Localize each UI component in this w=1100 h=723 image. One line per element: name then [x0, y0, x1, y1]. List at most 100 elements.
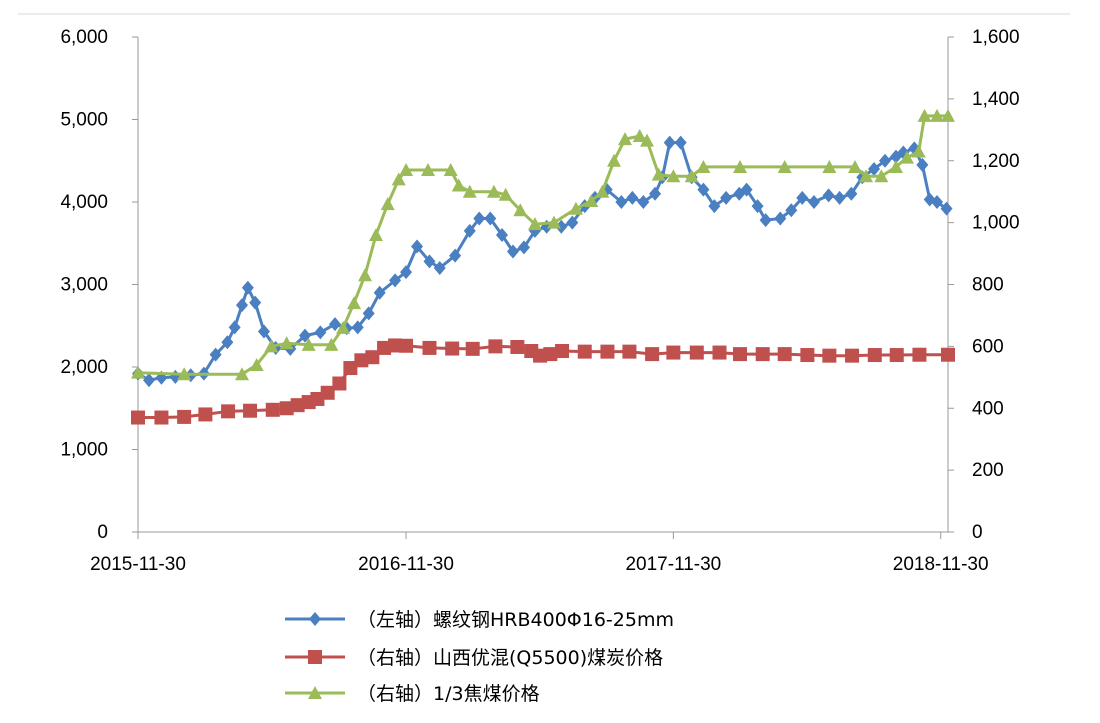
- data-point-marker: [759, 213, 772, 228]
- data-point-marker: [912, 347, 927, 362]
- data-point-marker: [874, 169, 889, 183]
- data-point-marker: [740, 182, 753, 197]
- data-point-marker: [354, 353, 369, 368]
- data-point-marker: [889, 348, 904, 363]
- data-point-marker: [733, 159, 748, 173]
- series-line: [137, 114, 948, 376]
- data-point-marker: [279, 336, 294, 350]
- y-left-tick-label: 2,000: [60, 357, 108, 378]
- data-point-marker: [697, 182, 710, 197]
- data-point-marker: [177, 367, 192, 381]
- y-right-tick-label: 600: [972, 336, 1004, 357]
- data-point-marker: [484, 211, 497, 226]
- data-point-marker: [399, 338, 414, 353]
- data-point-marker: [651, 167, 666, 181]
- data-point-marker: [301, 337, 316, 351]
- data-point-marker: [777, 159, 792, 173]
- series-square-group: [131, 338, 955, 425]
- data-point-marker: [595, 184, 610, 198]
- data-point-marker: [845, 348, 860, 363]
- data-point-marker: [473, 211, 486, 226]
- data-point-marker: [785, 203, 798, 218]
- data-point-marker: [243, 403, 258, 418]
- data-point-marker: [332, 376, 347, 391]
- y-left-tick-label: 5,000: [60, 110, 108, 131]
- data-point-marker: [632, 129, 647, 142]
- data-point-marker: [684, 169, 699, 183]
- data-point-marker: [696, 159, 711, 173]
- x-tick-label: 2017-11-30: [625, 554, 721, 575]
- data-point-marker: [290, 398, 305, 413]
- data-point-marker: [807, 195, 820, 209]
- legend-label: （右轴）1/3焦煤价格: [357, 683, 540, 705]
- data-point-marker: [391, 172, 406, 186]
- data-point-marker: [495, 228, 508, 242]
- data-point-marker: [584, 193, 599, 207]
- y-right-tick-label: 400: [972, 398, 1004, 419]
- data-point-marker: [324, 337, 339, 351]
- data-point-marker: [543, 347, 558, 362]
- y-left-tick-label: 1,000: [60, 440, 108, 461]
- data-point-marker: [555, 344, 570, 359]
- data-point-marker: [309, 612, 321, 626]
- data-point-marker: [666, 169, 681, 183]
- data-point-marker: [177, 409, 192, 424]
- data-point-marker: [209, 347, 222, 362]
- data-point-marker: [154, 410, 169, 425]
- data-point-marker: [899, 150, 914, 164]
- data-point-marker: [336, 320, 351, 334]
- data-point-marker: [131, 410, 145, 425]
- data-point-marker: [566, 215, 579, 230]
- data-point-marker: [465, 341, 480, 356]
- data-point-marker: [774, 211, 787, 226]
- data-point-marker: [796, 190, 809, 205]
- data-point-marker: [639, 133, 654, 147]
- data-point-marker: [674, 135, 687, 150]
- data-point-marker: [615, 195, 628, 209]
- data-point-marker: [868, 162, 881, 176]
- data-point-marker: [488, 339, 503, 354]
- data-point-marker: [257, 324, 270, 339]
- data-point-marker: [399, 163, 414, 177]
- data-point-marker: [423, 254, 436, 269]
- series-diamond-group: [132, 135, 953, 388]
- data-point-marker: [917, 108, 932, 122]
- data-point-marker: [422, 340, 437, 355]
- data-point-marker: [916, 157, 929, 172]
- data-point-marker: [513, 203, 528, 217]
- data-point-marker: [626, 190, 639, 205]
- data-point-marker: [343, 361, 358, 376]
- data-point-marker: [445, 341, 460, 356]
- data-point-marker: [645, 347, 660, 362]
- data-point-marker: [618, 132, 633, 146]
- data-point-marker: [351, 320, 364, 335]
- data-point-marker: [329, 317, 342, 332]
- data-point-marker: [421, 163, 436, 177]
- data-point-marker: [822, 188, 835, 203]
- data-point-marker: [228, 320, 241, 335]
- data-point-marker: [600, 344, 615, 359]
- data-point-marker: [506, 244, 519, 259]
- data-point-marker: [666, 345, 681, 360]
- series-line: [137, 141, 948, 382]
- data-point-marker: [358, 268, 373, 282]
- x-tick-label: 2015-11-30: [90, 554, 186, 575]
- data-point-marker: [755, 347, 770, 362]
- data-point-marker: [858, 169, 873, 183]
- y-right-tick-label: 800: [972, 275, 1004, 296]
- data-point-marker: [911, 144, 926, 158]
- data-point-marker: [546, 215, 561, 229]
- y-right-tick-label: 1,600: [972, 27, 1020, 48]
- legend-label: （左轴）螺纹钢HRB400Φ16-25mm: [357, 609, 674, 631]
- data-point-marker: [377, 340, 392, 355]
- data-point-marker: [451, 178, 466, 192]
- data-point-marker: [733, 347, 748, 362]
- data-point-marker: [362, 306, 375, 321]
- data-point-marker: [265, 402, 280, 417]
- data-point-marker: [930, 108, 945, 122]
- x-tick-label: 2016-11-30: [358, 554, 454, 575]
- data-point-marker: [388, 338, 403, 353]
- legend: （左轴）螺纹钢HRB400Φ16-25mm （右轴）山西优混(Q5500)煤炭价格…: [285, 609, 674, 705]
- data-point-marker: [373, 285, 386, 300]
- y-left-tick-label: 4,000: [60, 192, 108, 213]
